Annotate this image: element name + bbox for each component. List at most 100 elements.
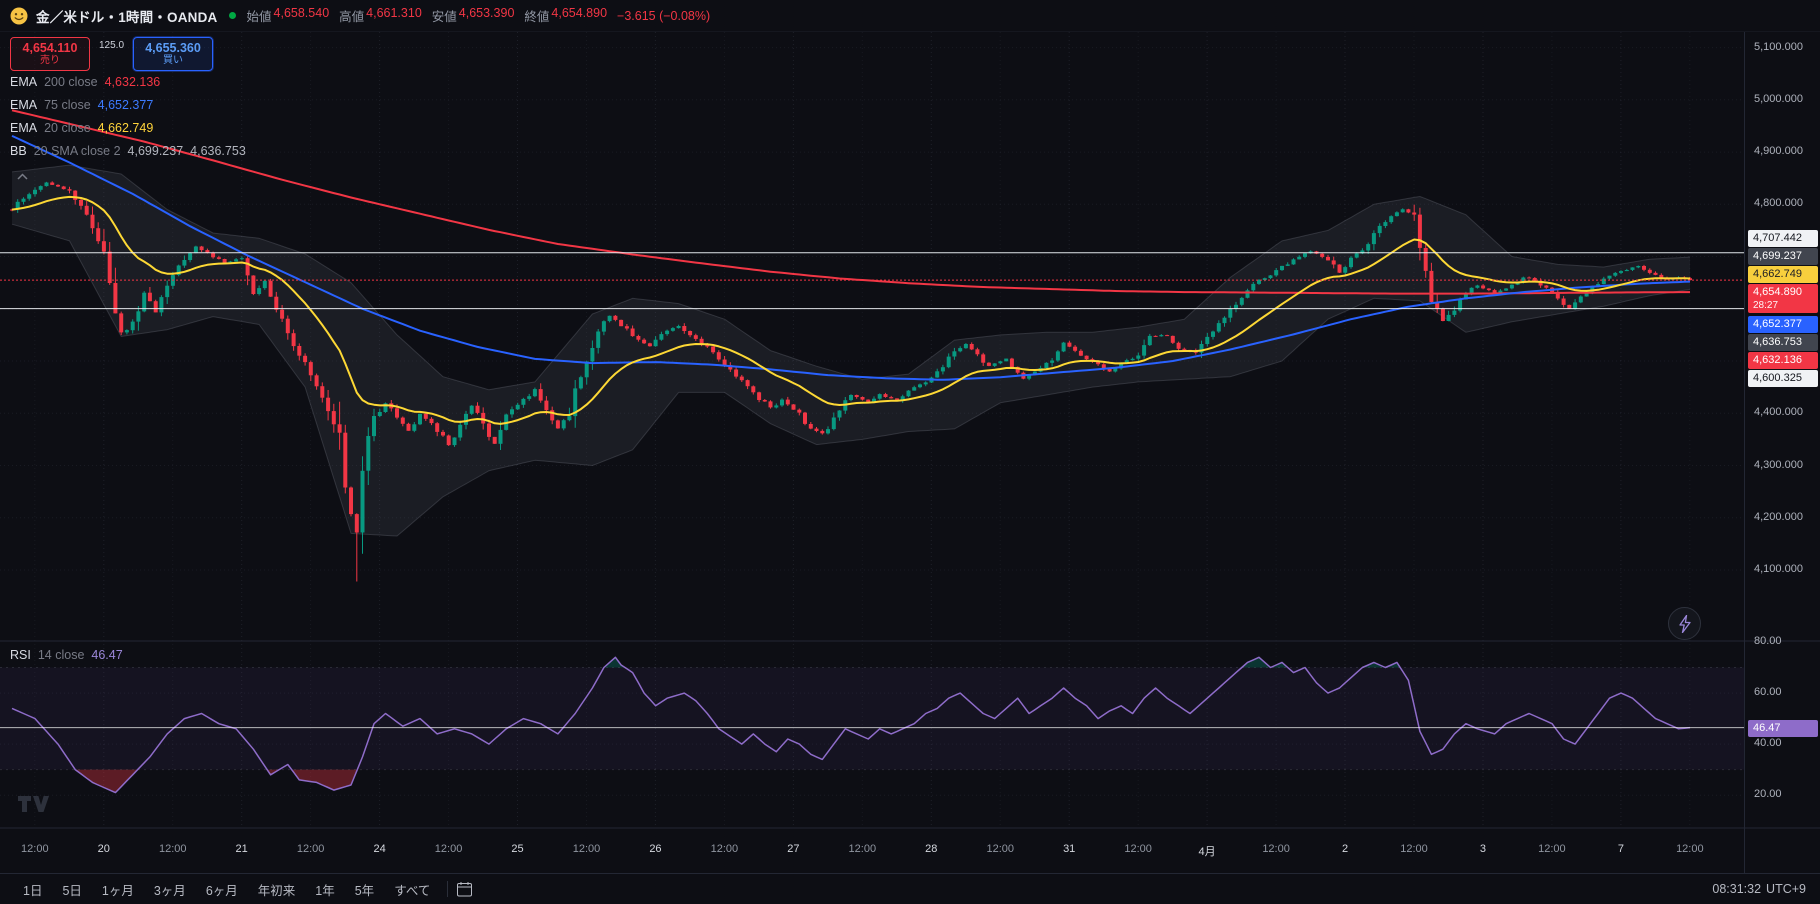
time-axis-label: 12:00 xyxy=(296,843,325,855)
time-axis[interactable]: 12:00 20 12:00 21 12:00 24 12:00 25 12:00 26 12:00… xyxy=(0,828,1744,873)
close-label: 終値 xyxy=(524,10,550,24)
legend-ema200[interactable]: EMA 200 close 4,632.136 xyxy=(10,70,246,93)
time-axis-label: 4月 xyxy=(1198,846,1216,858)
legend-name: EMA xyxy=(10,74,38,89)
price-axis-tick: 4,200.000 xyxy=(1754,510,1803,523)
range-button[interactable]: 1ヶ月 xyxy=(101,883,134,898)
legend-value: 4,636.753 xyxy=(190,143,246,158)
time-axis-label: 12:00 xyxy=(1400,843,1428,855)
price-axis-badge: 4,707.442 xyxy=(1748,230,1818,247)
time-axis-label: 3 xyxy=(1479,843,1487,855)
change-value: −3.615 (−0.08%) xyxy=(617,8,711,23)
time-axis-label: 20 xyxy=(97,843,110,855)
rsi-axis-tick: 20.00 xyxy=(1754,788,1782,801)
legend-name: EMA xyxy=(10,97,38,112)
symbol-logo-icon xyxy=(10,7,28,24)
range-button[interactable]: すべて xyxy=(394,883,431,898)
rsi-axis-tick: 80.00 xyxy=(1754,635,1782,647)
price-axis-tick: 4,300.000 xyxy=(1754,458,1803,471)
time-axis-label: 24 xyxy=(373,843,386,855)
tradingview-logo-icon[interactable] xyxy=(16,792,56,816)
time-axis-label: 12:00 xyxy=(1262,843,1290,855)
buy-label: 買い xyxy=(163,55,184,67)
range-button[interactable]: 1年 xyxy=(315,883,335,898)
open-label: 始値 xyxy=(246,10,272,24)
low-value: 4,653.390 xyxy=(458,6,515,20)
legend-params: 75 close xyxy=(44,97,91,112)
time-axis-label: 7 xyxy=(1617,843,1624,855)
time-axis-label: 21 xyxy=(235,843,248,855)
price-axis-tick: 4,800.000 xyxy=(1754,197,1803,210)
time-axis-label: 12:00 xyxy=(848,843,877,855)
bottom-toolbar: 1日 5日 1ヶ月 3ヶ月 6ヶ月 年初来 1年 5年 すべて 08:31:32 UTC+9 xyxy=(0,873,1820,904)
legend-ema20[interactable]: EMA 20 close 4,662.749 xyxy=(10,116,246,139)
time-axis-label: 12:00 xyxy=(158,843,187,855)
open-value: 4,658.540 xyxy=(273,6,330,20)
rsi-axis-tick: 60.00 xyxy=(1754,686,1782,699)
range-button[interactable]: 年初来 xyxy=(257,883,296,898)
price-level-lines xyxy=(0,252,1744,310)
clock-timezone: UTC+9 xyxy=(1766,882,1806,896)
symbol-title[interactable]: 金／米ドル・1時間・OANDA xyxy=(36,9,218,25)
price-axis-tick: 4,400.000 xyxy=(1754,406,1803,419)
legend-name: RSI xyxy=(10,648,31,662)
price-axis-badge: 4,654.890 28:27 xyxy=(1748,284,1818,313)
sell-price: 4,654.110 xyxy=(22,41,78,56)
legend-params: 20 close xyxy=(44,120,91,135)
ohlc-row: 始値 4,658.540 高値 4,661.310 安値 4,653.390 終値 4,… xyxy=(247,6,711,25)
time-axis-label: 12:00 xyxy=(1538,843,1566,855)
rsi-plot xyxy=(0,656,1744,794)
trade-widget: 4,654.110 売り 125.0 4,655.360 買い xyxy=(10,37,214,71)
close-value: 4,654.890 xyxy=(551,6,608,20)
legend-value: 4,652.377 xyxy=(97,97,154,112)
price-axis-badge: 4,600.325 xyxy=(1748,370,1818,387)
time-axis-label: 12:00 xyxy=(710,843,739,855)
legend-value: 4,632.136 xyxy=(104,74,161,89)
ema-lines xyxy=(11,109,1691,425)
time-axis-label: 2 xyxy=(1341,843,1349,855)
pane-separators xyxy=(0,640,1820,829)
collapse-legend-button[interactable] xyxy=(12,168,32,184)
legend-bb[interactable]: BB 20 SMA close 2 4,699.237 4,636.753 xyxy=(10,139,246,162)
toolbar-divider xyxy=(447,881,449,897)
time-axis-label: 26 xyxy=(649,843,662,855)
legend-value: 4,662.749 xyxy=(97,120,154,135)
range-button[interactable]: 5日 xyxy=(62,883,82,898)
legend-rsi[interactable]: RSI 14 close 46.47 xyxy=(10,648,123,662)
go-to-date-icon[interactable] xyxy=(456,881,473,898)
price-axis-badge: 4,699.237 xyxy=(1748,248,1818,265)
legend-ema75[interactable]: EMA 75 close 4,652.377 xyxy=(10,93,246,116)
buy-button[interactable]: 4,655.360 買い xyxy=(133,37,214,71)
range-button[interactable]: 3ヶ月 xyxy=(153,883,186,898)
legend-value: 4,699.237 xyxy=(127,143,184,158)
high-value: 4,661.310 xyxy=(366,6,422,20)
price-axis-tick: 4,100.000 xyxy=(1754,562,1803,575)
sell-button[interactable]: 4,654.110 売り xyxy=(10,37,90,71)
legend-name: EMA xyxy=(10,120,38,135)
rsi-axis-tick: 40.00 xyxy=(1754,737,1782,750)
grid-lines xyxy=(0,32,1744,828)
price-axis-badge: 4,662.749 xyxy=(1748,266,1818,283)
countdown: 28:27 xyxy=(1753,300,1779,311)
range-button[interactable]: 1日 xyxy=(23,883,43,898)
price-axis-tick: 4,900.000 xyxy=(1754,145,1803,158)
bollinger-band xyxy=(11,164,1691,537)
price-axis-badge: 4,632.136 xyxy=(1748,352,1818,369)
quick-trade-button[interactable] xyxy=(1668,607,1701,640)
range-selector: 1日 5日 1ヶ月 3ヶ月 6ヶ月 年初来 1年 5年 すべて xyxy=(14,877,439,902)
sell-label: 売り xyxy=(40,55,60,67)
legend-params: 200 close xyxy=(44,74,98,89)
clock[interactable]: 08:31:32 UTC+9 xyxy=(1712,882,1806,896)
price-axis-tick: 5,000.000 xyxy=(1754,92,1803,105)
time-axis-label: 12:00 xyxy=(1124,843,1152,855)
price-axis[interactable]: 5,100.000 5,000.000 4,900.000 4,800.000 4,40… xyxy=(1744,32,1820,873)
range-button[interactable]: 5年 xyxy=(354,883,375,898)
price-axis-badge: 4,636.753 xyxy=(1748,334,1818,351)
high-label: 高値 xyxy=(339,10,365,24)
time-axis-label: 12:00 xyxy=(986,843,1014,855)
time-axis-label: 12:00 xyxy=(434,843,463,855)
range-button[interactable]: 6ヶ月 xyxy=(205,883,238,898)
price-axis-tick: 5,100.000 xyxy=(1754,40,1803,53)
